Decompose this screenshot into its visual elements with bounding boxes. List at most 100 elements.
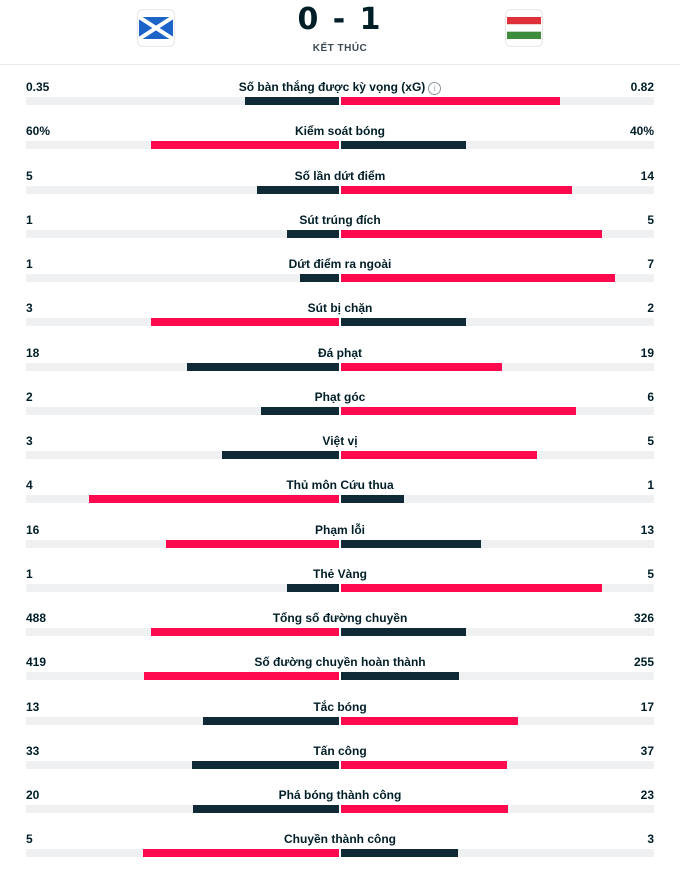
home-bar [222, 451, 339, 459]
home-bar [203, 716, 339, 725]
away-track [341, 97, 654, 105]
home-track [26, 583, 339, 592]
stat-row: 3 Sút bị chặn 2 [0, 297, 680, 341]
hungary-flag-icon[interactable] [505, 9, 543, 47]
away-track [341, 495, 654, 504]
away-bar [341, 672, 459, 681]
away-track [341, 185, 654, 194]
away-bar [341, 539, 481, 548]
away-value: 19 [640, 345, 654, 360]
away-value: 6 [647, 389, 654, 404]
home-value: 4 [26, 478, 33, 493]
stat-label: Số bàn thắng được kỳ vọng (xG) i [0, 80, 680, 95]
home-track [26, 628, 339, 636]
home-bar [300, 274, 339, 282]
info-icon[interactable]: i [428, 82, 442, 95]
home-bar [245, 97, 339, 105]
home-track [26, 185, 339, 194]
stat-label: Phá bóng thành công [0, 788, 680, 802]
stat-label: Tấn công [0, 744, 680, 758]
away-bar [341, 495, 404, 504]
away-value: 40% [629, 124, 654, 139]
home-bar [287, 229, 339, 238]
away-bar [341, 849, 458, 858]
stat-row: 419 Số đường chuyền hoàn thành 255 [0, 651, 680, 695]
home-value: 3 [26, 434, 33, 448]
home-track [26, 849, 339, 858]
home-bar [193, 805, 339, 813]
stat-row: 20 Phá bóng thành công 23 [0, 784, 680, 828]
away-bar [341, 583, 602, 592]
match-header: 0 - 1 KẾT THÚC [0, 0, 680, 62]
match-score: 0 - 1 [297, 2, 383, 37]
stat-label-text: Tổng số đường chuyền [272, 611, 408, 625]
home-track [26, 229, 339, 238]
home-track [26, 97, 339, 105]
home-track [26, 451, 339, 459]
away-track [341, 274, 654, 282]
hungary-flag [507, 17, 541, 39]
away-value: 5 [647, 212, 654, 227]
away-track [341, 628, 654, 636]
stat-row: 1 Dứt điểm ra ngoài 7 [0, 253, 680, 297]
home-bar [89, 495, 339, 504]
stat-label-text: Sút bị chặn [307, 301, 373, 316]
home-bar [287, 583, 339, 592]
stat-row: 2 Phạt góc 6 [0, 386, 680, 430]
away-value: 5 [647, 434, 654, 448]
home-value: 3 [26, 301, 33, 316]
scotland-flag-icon[interactable] [137, 9, 175, 47]
home-value: 16 [26, 522, 40, 537]
header-divider [0, 64, 680, 65]
home-bar [144, 672, 339, 681]
away-bar [341, 760, 507, 769]
away-value: 1 [647, 478, 654, 493]
stat-label-text: Kiểm soát bóng [294, 124, 385, 139]
away-track [341, 362, 654, 371]
home-track [26, 274, 339, 282]
home-value: 33 [26, 743, 40, 758]
stat-label: Sút bị chặn [0, 301, 680, 315]
home-bar [151, 318, 339, 327]
stat-row: 0.35 Số bàn thắng được kỳ vọng (xG) i 0.82 [0, 76, 680, 120]
home-bar [192, 760, 339, 769]
home-bar [166, 539, 339, 548]
away-value: 23 [640, 788, 654, 802]
away-bar [341, 451, 537, 459]
home-track [26, 539, 339, 548]
stat-row: 13 Tắc bóng 17 [0, 696, 680, 740]
away-bar [341, 274, 615, 282]
home-value: 20 [26, 788, 40, 802]
stat-label: Dứt điểm ra ngoài [0, 257, 680, 271]
home-value: 2 [26, 389, 33, 404]
away-track [341, 229, 654, 238]
home-track [26, 760, 339, 769]
home-bar [143, 849, 339, 858]
home-track [26, 141, 339, 150]
stat-row: 60% Kiểm soát bóng 40% [0, 120, 680, 164]
home-track [26, 716, 339, 725]
away-track [341, 849, 654, 858]
stat-label-text: Phạt góc [314, 389, 366, 404]
stat-row: 4 Thủ môn Cứu thua 1 [0, 474, 680, 518]
stat-label-text: Phá bóng thành công [278, 788, 402, 802]
away-value: 7 [647, 257, 654, 271]
stat-row: 3 Việt vị 5 [0, 430, 680, 474]
away-value: 14 [640, 168, 654, 183]
away-value: 2 [647, 301, 654, 316]
stat-label-text: Đá phạt [317, 345, 362, 360]
away-bar [341, 185, 572, 194]
away-value: 5 [647, 566, 654, 581]
away-bar [341, 805, 508, 813]
away-value: 255 [633, 655, 654, 670]
stat-row: 1 Sút trúng đích 5 [0, 209, 680, 253]
stat-row: 1 Thẻ Vàng 5 [0, 563, 680, 607]
stat-label: Thủ môn Cứu thua [0, 478, 680, 492]
away-value: 37 [640, 743, 654, 758]
home-track [26, 406, 339, 415]
home-bar [187, 362, 339, 371]
away-bar [341, 141, 466, 150]
stat-label: Sút trúng đích [0, 213, 680, 227]
home-value: 1 [26, 212, 33, 227]
away-bar [341, 97, 560, 105]
